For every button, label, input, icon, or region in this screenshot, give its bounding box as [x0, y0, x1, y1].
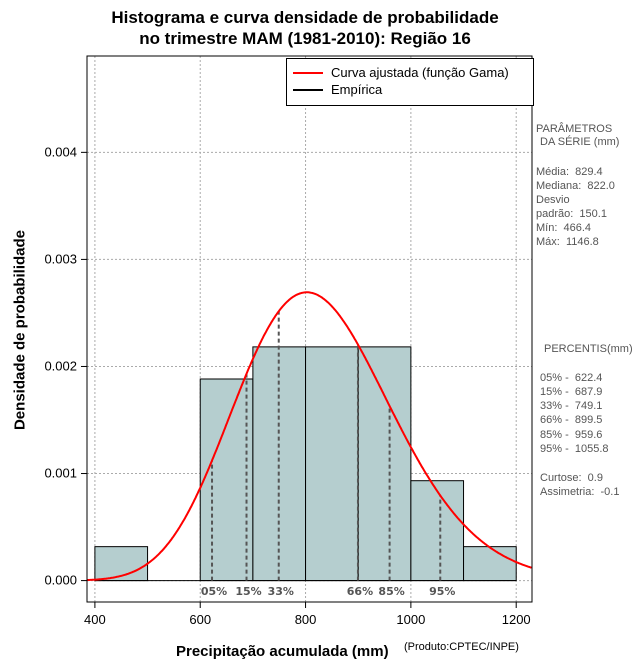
fitted-gamma-curve — [86, 291, 532, 582]
legend-label-fitted: Curva ajustada (função Gama) — [331, 65, 509, 80]
params-media: Média: 829.4 — [536, 166, 603, 178]
legend-item-fitted: Curva ajustada (função Gama) — [293, 65, 509, 80]
percentile-label: 05% — [201, 585, 227, 598]
x-tick-label: 400 — [84, 612, 106, 627]
x-tick-label: 1000 — [396, 612, 425, 627]
percentile-label: 85% — [378, 585, 404, 598]
legend-swatch-empirical — [293, 88, 323, 91]
params-mediana: Mediana: 822.0 — [536, 180, 615, 192]
histogram-bar — [463, 546, 517, 582]
x-axis-label: Precipitação acumulada (mm) — [176, 643, 389, 660]
params-max: Máx: 1146.8 — [536, 236, 599, 248]
x-tick-label: 1200 — [502, 612, 531, 627]
percentil-15: 15% - 687.9 — [540, 386, 603, 398]
percentil-33: 33% - 749.1 — [540, 400, 603, 412]
y-axis-label: Densidade de probabilidade — [11, 229, 29, 431]
legend-swatch-fitted — [293, 71, 323, 74]
chart-title-line1: Histograma e curva densidade de probabil… — [111, 8, 499, 27]
percentil-85: 85% - 959.6 — [540, 429, 603, 441]
legend-item-empirical: Empírica — [293, 82, 382, 97]
plot-frame — [86, 55, 533, 603]
params-heading-2: DA SÉRIE (mm) — [540, 136, 620, 148]
y-tick-label: 0.000 — [44, 573, 77, 588]
y-tick-label: 0.004 — [44, 144, 77, 159]
percentis-heading: PERCENTIS(mm) — [544, 343, 633, 355]
y-tick-label: 0.002 — [44, 358, 77, 373]
percentile-label: 15% — [235, 585, 261, 598]
y-tick-label: 0.001 — [44, 466, 77, 481]
assimetria: Assimetria: -0.1 — [540, 486, 620, 498]
chart-title-line2: no trimestre MAM (1981-2010): Região 16 — [139, 29, 471, 48]
percentil-05: 05% - 622.4 — [540, 372, 603, 384]
y-tick-label: 0.003 — [44, 251, 77, 266]
histogram-bar — [357, 346, 412, 582]
params-heading-1: PARÂMETROS — [536, 123, 613, 135]
params-min: Mín: 466.4 — [536, 222, 592, 234]
credit-note: (Produto:CPTEC/INPE) — [404, 641, 519, 653]
percentile-label: 33% — [268, 585, 294, 598]
percentile-label: 66% — [347, 585, 373, 598]
histogram-bar — [410, 480, 465, 582]
percentile-label: 95% — [429, 585, 455, 598]
params-desvio: Desvio — [536, 194, 570, 206]
params-padrao: padrão: 150.1 — [536, 208, 607, 220]
percentil-66: 66% - 899.5 — [540, 414, 603, 426]
x-tick-label: 600 — [189, 612, 211, 627]
histogram-bar — [305, 346, 359, 582]
histogram-bar — [199, 378, 254, 582]
curtose: Curtose: 0.9 — [540, 472, 603, 484]
percentil-95: 95% - 1055.8 — [540, 443, 609, 455]
x-tick-label: 800 — [295, 612, 317, 627]
legend: Curva ajustada (função Gama) Empírica — [286, 58, 534, 106]
legend-label-empirical: Empírica — [331, 82, 383, 97]
